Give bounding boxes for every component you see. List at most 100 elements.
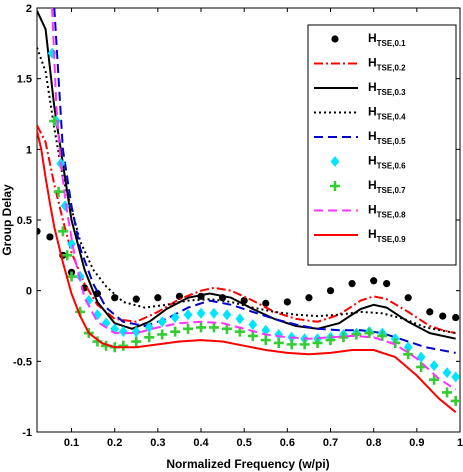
data-point — [157, 316, 167, 328]
x-tick-label: 0.1 — [64, 437, 79, 449]
data-point — [326, 287, 335, 295]
x-axis-label: Normalized Frequency (w/pi) — [166, 457, 329, 471]
data-point — [273, 337, 284, 348]
legend-item: HTSE,0.4 — [314, 105, 406, 122]
data-point — [154, 294, 162, 302]
data-point — [144, 332, 155, 343]
data-point — [53, 186, 64, 197]
data-point — [452, 313, 460, 322]
data-point — [383, 280, 391, 288]
legend-label: HTSE,0.3 — [368, 80, 406, 97]
data-point — [351, 329, 362, 340]
data-point — [403, 349, 414, 360]
data-point — [132, 295, 140, 303]
data-point — [118, 340, 129, 351]
legend-label: HTSE,0.6 — [368, 154, 406, 171]
series-line — [51, 8, 457, 391]
data-point — [404, 294, 412, 302]
data-point — [286, 339, 297, 350]
x-tick-label: 0.7 — [323, 437, 338, 449]
y-tick-label: 1.5 — [17, 74, 32, 86]
legend-item: HTSE,0.8 — [314, 203, 406, 220]
legend: HTSE,0.1 HTSE,0.2 HTSE,0.3 HTSE,0.4 HTSE,0.5… — [307, 24, 457, 266]
data-point — [442, 387, 453, 398]
data-point — [416, 361, 427, 372]
legend-item: HTSE,0.9 — [314, 227, 406, 244]
data-point — [377, 330, 388, 341]
x-tick-label: 0.9 — [409, 437, 424, 449]
data-point — [439, 312, 447, 320]
x-tick-label: 0.2 — [107, 437, 122, 449]
y-axis-label: Group Delay — [0, 184, 14, 256]
legend-item: HTSE,0.1 — [331, 31, 406, 48]
y-tick-label: -0.5 — [13, 356, 32, 368]
data-point — [60, 200, 70, 212]
data-point — [240, 296, 248, 305]
series-tse-0-4 — [37, 47, 456, 335]
legend-label: HTSE,0.9 — [368, 227, 406, 244]
data-point — [312, 337, 323, 348]
legend-item: HTSE,0.2 — [314, 56, 406, 73]
data-point — [208, 322, 219, 333]
y-tick-label: 0.5 — [17, 215, 32, 227]
data-point — [101, 317, 111, 329]
data-point — [450, 395, 460, 406]
axis-ticks: 0.1 0.2 0.3 0.4 0.5 0.6 0.7 0.8 0.9 1 -1 -0.5 0 0.5 1 1… — [13, 3, 463, 449]
data-point — [364, 328, 375, 339]
legend-label: HTSE,0.1 — [368, 31, 406, 48]
series-tse-0-9 — [37, 130, 457, 413]
series-tse-0-5 — [53, 8, 456, 354]
data-point — [283, 298, 291, 306]
data-point — [235, 313, 245, 325]
data-point — [325, 335, 336, 346]
legend-box — [307, 24, 457, 266]
x-tick-label: 0.5 — [237, 437, 252, 449]
data-point — [183, 323, 194, 334]
data-point — [175, 292, 184, 300]
legend-item: HTSE,0.5 — [314, 129, 406, 146]
y-tick-label: 2 — [26, 3, 32, 15]
data-point — [157, 329, 168, 340]
data-point — [429, 374, 440, 385]
legend-label: HTSE,0.5 — [368, 129, 406, 146]
series-line — [37, 130, 457, 413]
legend-marker — [330, 181, 340, 191]
series-tse-0-7 — [49, 116, 460, 406]
legend-item: HTSE,0.7 — [330, 178, 406, 195]
series-line — [37, 124, 456, 335]
data-point — [426, 308, 434, 316]
data-point — [46, 233, 54, 241]
data-point — [67, 238, 76, 250]
data-point — [118, 326, 128, 338]
data-point — [196, 307, 206, 319]
data-point — [183, 309, 193, 321]
data-point — [416, 351, 426, 363]
legend-label: HTSE,0.2 — [368, 56, 406, 73]
x-tick-label: 0.8 — [366, 437, 381, 449]
y-tick-label: 1 — [26, 144, 32, 156]
series-tse-0-3 — [37, 10, 456, 340]
legend-marker — [330, 156, 340, 167]
data-point — [222, 309, 232, 321]
data-point — [84, 295, 94, 307]
series-tse-0-1 — [37, 227, 460, 322]
x-tick-label: 0.6 — [280, 437, 295, 449]
data-point — [429, 360, 439, 372]
series-layer — [37, 8, 460, 413]
data-point — [209, 307, 219, 319]
data-point — [221, 323, 232, 334]
x-tick-label: 1 — [457, 437, 463, 449]
series-line — [53, 8, 456, 354]
data-point — [262, 299, 270, 307]
data-point — [247, 330, 258, 341]
series-tse-0-2 — [37, 124, 456, 335]
data-point — [370, 277, 378, 285]
data-point — [305, 294, 313, 302]
data-point — [451, 371, 460, 383]
data-point — [403, 341, 413, 353]
legend-label: HTSE,0.8 — [368, 203, 406, 220]
data-point — [260, 335, 271, 346]
data-point — [57, 226, 68, 237]
legend-item: HTSE,0.6 — [330, 154, 406, 171]
